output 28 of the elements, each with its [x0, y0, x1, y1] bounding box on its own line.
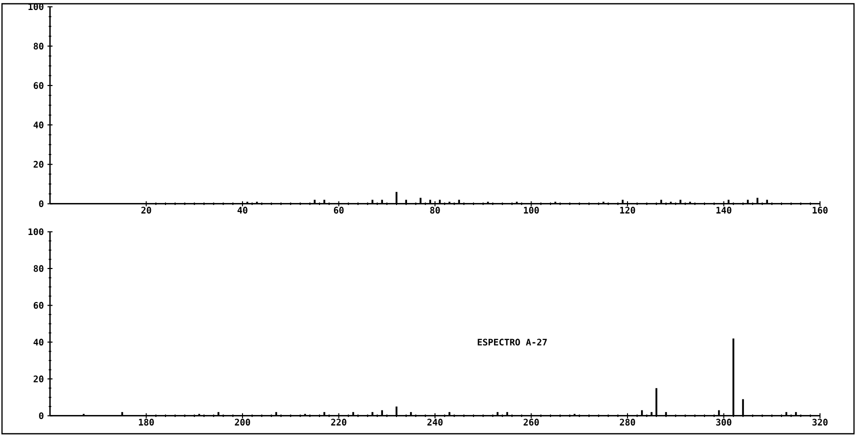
x-tick-label: 40: [238, 206, 248, 214]
x-tick-label: 180: [138, 418, 154, 426]
annotation: ESPECTRO A-27: [478, 338, 547, 346]
y-tick-label: 40: [34, 338, 44, 346]
x-tick-label: 100: [524, 206, 539, 214]
x-tick-label: 300: [716, 418, 732, 426]
y-tick-label: 40: [34, 122, 44, 128]
y-tick-label: 80: [34, 265, 44, 272]
y-tick-label: 20: [34, 161, 44, 168]
x-tick-label: 120: [620, 206, 636, 214]
x-tick-label: 80: [430, 206, 440, 214]
x-tick-label: 160: [812, 206, 828, 214]
x-tick-label: 260: [524, 418, 539, 426]
y-tick-label: 60: [34, 302, 44, 309]
x-tick-label: 200: [234, 418, 250, 426]
x-tick-label: 280: [620, 418, 636, 426]
x-tick-label: 320: [812, 418, 828, 426]
x-tick-label: 240: [427, 418, 443, 426]
x-tick-label: 220: [331, 418, 346, 426]
x-tick-label: 20: [141, 206, 152, 214]
y-tick-label: 60: [34, 82, 44, 90]
y-tick-label: 80: [34, 42, 44, 50]
x-tick-label: 60: [334, 206, 344, 214]
y-tick-label: 20: [34, 376, 44, 382]
x-tick-label: 140: [716, 206, 732, 214]
y-tick-label: 0: [39, 200, 44, 208]
y-tick-label: 100: [28, 228, 44, 236]
y-tick-label: 0: [39, 412, 44, 420]
